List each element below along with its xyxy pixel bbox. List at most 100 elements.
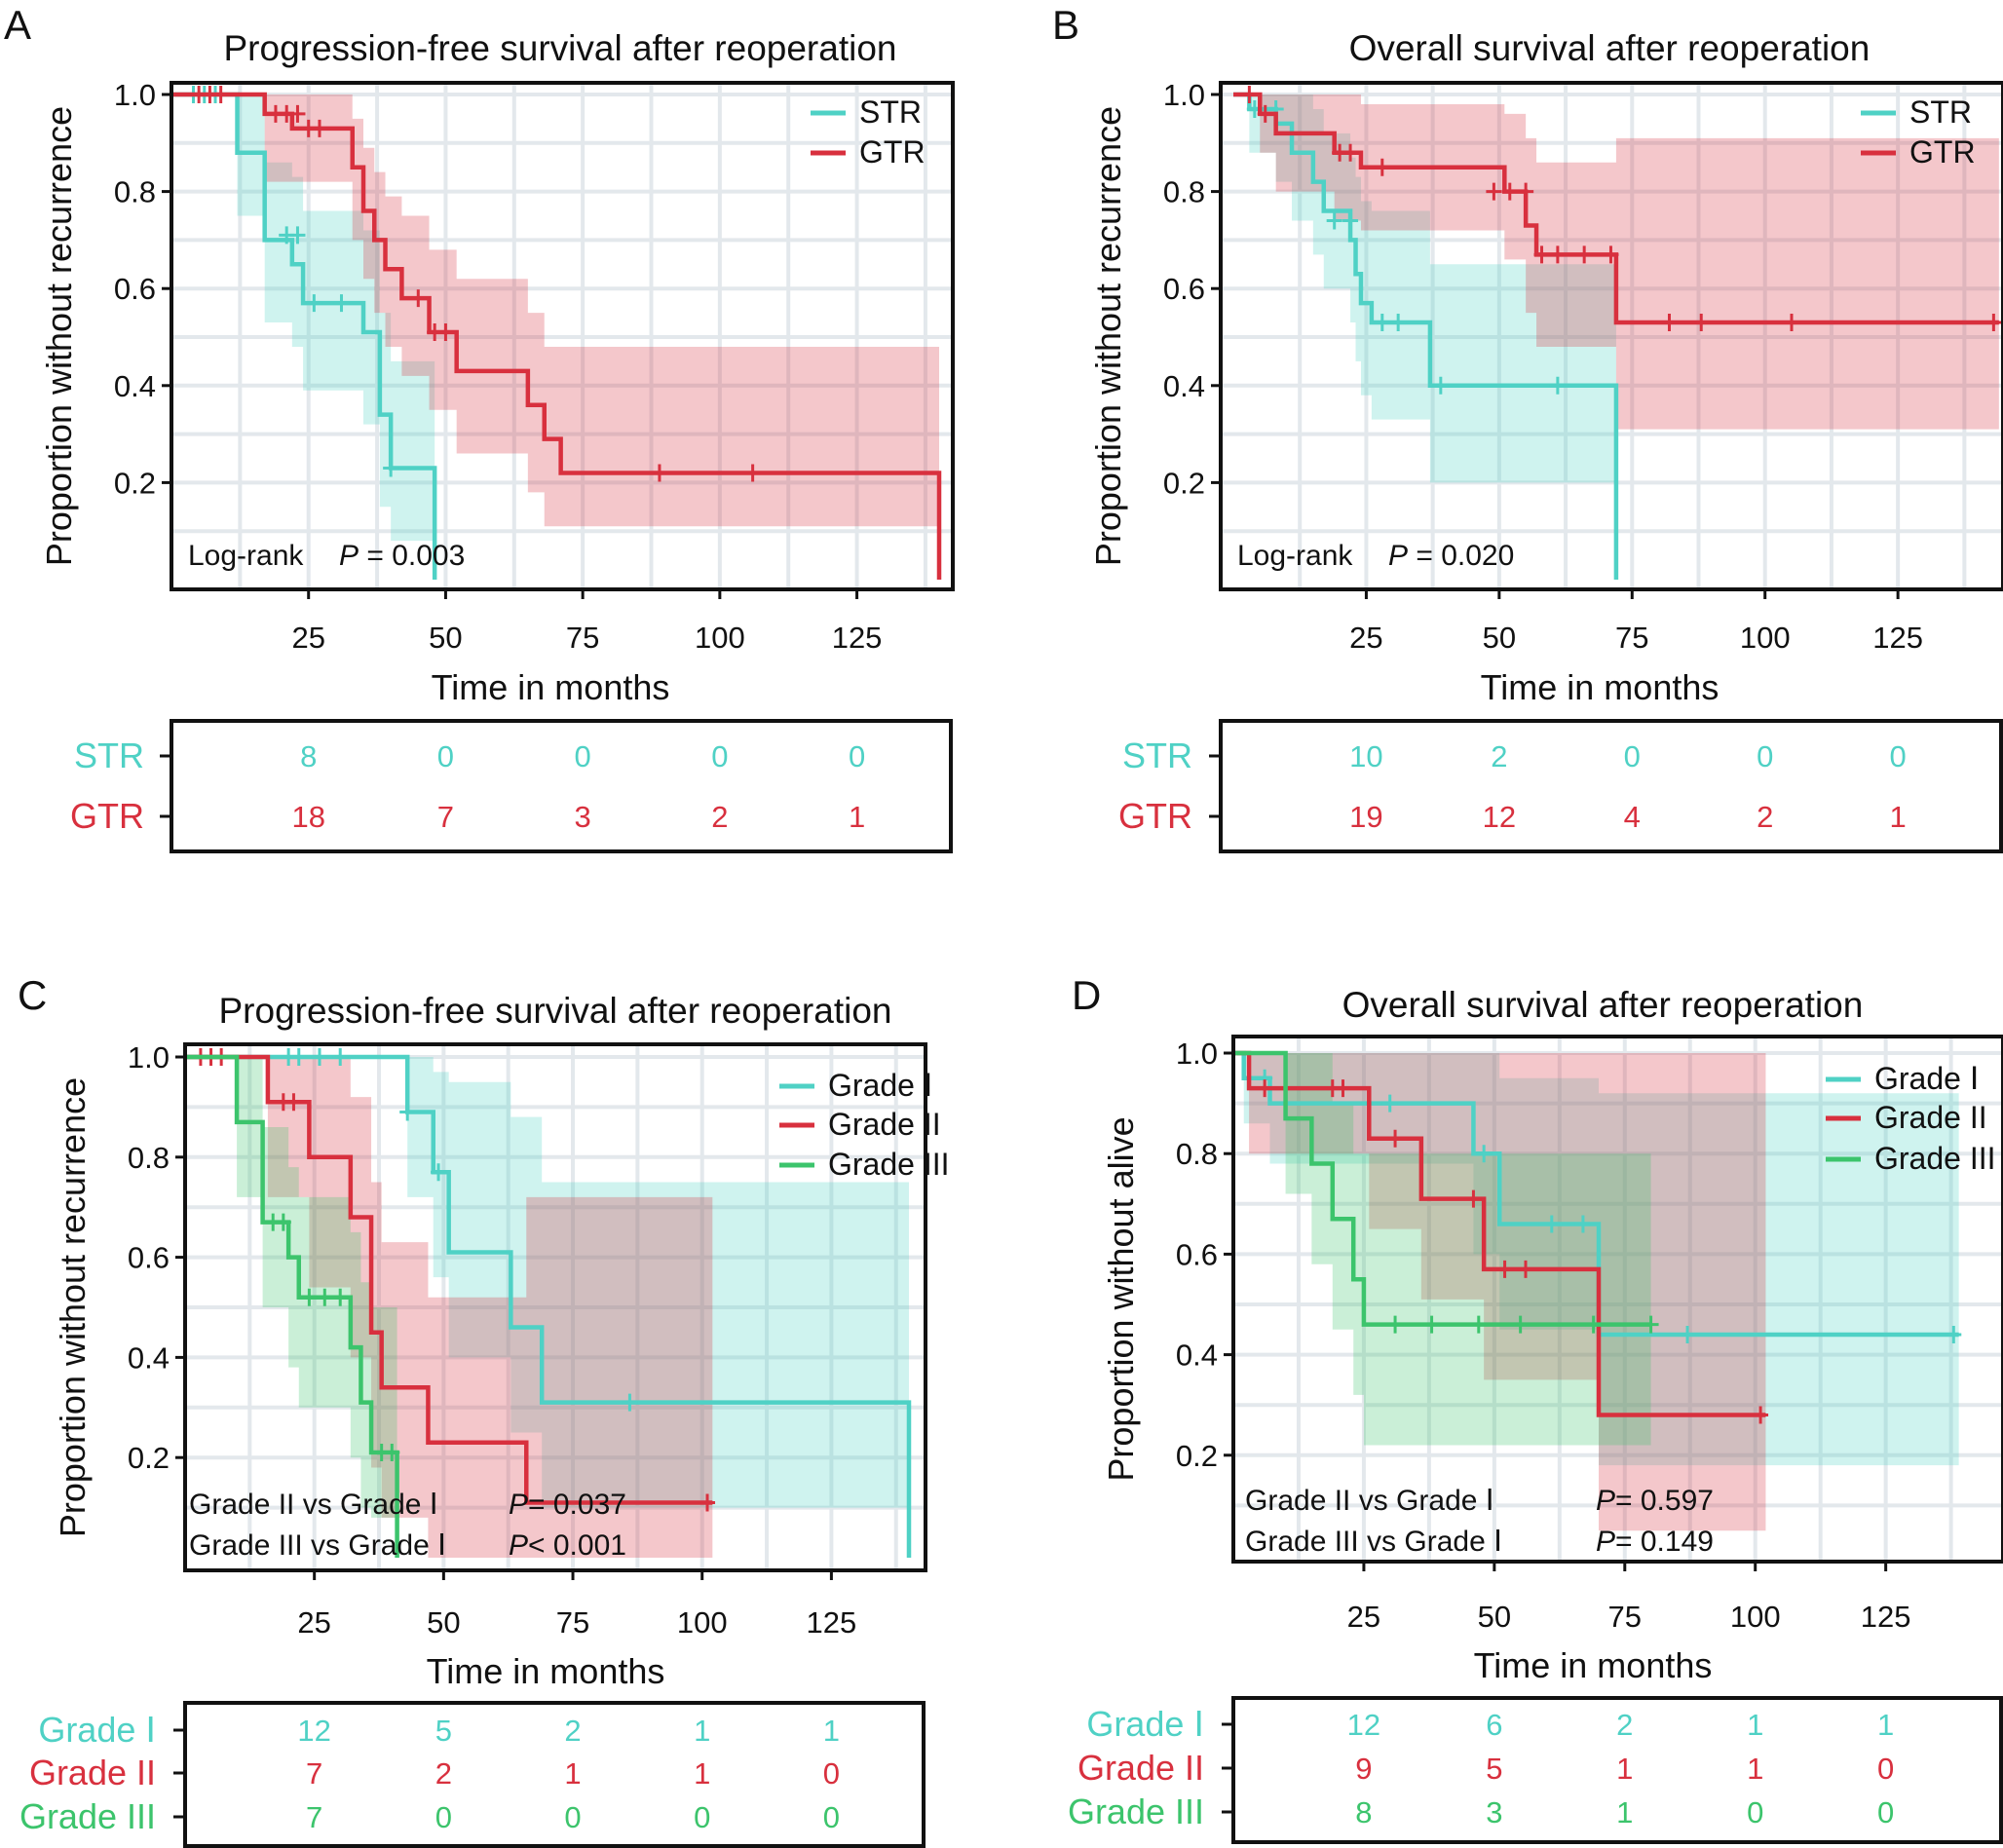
censor-mark <box>1512 1315 1529 1334</box>
legend-label: Grade II <box>828 1107 941 1142</box>
censor-mark <box>285 1093 302 1112</box>
risk-count: 0 <box>694 1800 710 1834</box>
censor-mark <box>410 289 427 308</box>
ci-band-grade-ⅰ <box>187 1057 909 1508</box>
panel-letter: B <box>1052 2 1079 48</box>
risk-count: 9 <box>1355 1752 1372 1786</box>
censor-mark <box>1374 158 1390 176</box>
y-tick-label: 0.6 <box>1163 272 1205 306</box>
x-tick-label: 75 <box>556 1605 589 1640</box>
risk-count: 1 <box>564 1756 581 1791</box>
risk-row-label: GTR <box>70 796 144 836</box>
y-tick-label: 0.6 <box>1176 1237 1218 1271</box>
annotation-label: Grade II vs Grade Ⅰ <box>1245 1485 1494 1517</box>
censor-mark <box>651 464 667 482</box>
x-axis-label: Time in months <box>427 1651 665 1691</box>
censor-mark <box>1576 245 1593 264</box>
p-symbol: P <box>1596 1485 1615 1517</box>
risk-count: 12 <box>1483 800 1516 834</box>
censor-mark <box>1432 376 1449 395</box>
ci-band-grade-iii <box>1235 1053 1651 1446</box>
censor-mark <box>306 294 322 313</box>
censor-mark <box>1335 1079 1351 1098</box>
censor-mark <box>1241 86 1258 103</box>
risk-count: 12 <box>1347 1708 1380 1742</box>
censor-mark <box>1381 1094 1398 1113</box>
censor-mark <box>1549 376 1566 395</box>
x-tick-label: 125 <box>1872 621 1923 655</box>
legend-label: STR <box>1909 94 1972 130</box>
chart-title: Progression-free survival after reoperat… <box>219 991 892 1031</box>
risk-count: 5 <box>1486 1752 1502 1786</box>
y-tick-label: 0.8 <box>128 1141 170 1175</box>
km-curve-gtr <box>1233 92 1999 325</box>
risk-count: 10 <box>1349 739 1382 773</box>
annotation-pvalue: P= 0.037 <box>509 1489 626 1521</box>
censor-mark <box>290 1048 307 1066</box>
censor-mark <box>1543 1215 1560 1233</box>
risk-row-label: Grade Ⅰ <box>1086 1704 1204 1744</box>
risk-count: 1 <box>694 1756 710 1791</box>
risk-count: 0 <box>1890 739 1907 773</box>
censor-mark <box>1390 314 1407 332</box>
risk-count: 0 <box>849 739 865 773</box>
risk-count: 1 <box>1890 800 1907 834</box>
censor-mark <box>622 1393 638 1412</box>
annotation-label: Log-rank <box>188 540 304 572</box>
annotation-label: Grade III vs Grade Ⅰ <box>1245 1526 1502 1558</box>
censor-mark <box>1549 245 1566 264</box>
p-symbol: P <box>1596 1526 1615 1558</box>
x-tick-label: 75 <box>1615 621 1648 655</box>
x-tick-label: 125 <box>832 621 883 655</box>
censor-mark <box>1661 314 1678 332</box>
risk-count: 7 <box>437 800 454 834</box>
x-tick-label: 75 <box>566 621 599 655</box>
x-tick-label: 125 <box>1861 1600 1911 1634</box>
chart-title: Overall survival after reoperation <box>1349 28 1871 68</box>
risk-count: 1 <box>694 1714 710 1748</box>
plot-frame <box>1231 1035 2003 1564</box>
risk-table-frame <box>1231 1696 2003 1844</box>
annotation-label: Grade II vs Grade Ⅰ <box>189 1489 438 1521</box>
annotation-pvalue: P = 0.020 <box>1388 540 1514 572</box>
censor-mark <box>1518 1260 1533 1278</box>
censor-mark <box>1946 1325 1962 1343</box>
risk-table-frame <box>170 719 953 853</box>
censor-mark <box>699 1493 716 1512</box>
risk-row-label: STR <box>74 735 144 775</box>
censor-mark <box>383 459 399 477</box>
risk-count: 2 <box>1491 739 1507 773</box>
chart-title: Overall survival after reoperation <box>1342 985 1864 1025</box>
censor-mark <box>1784 314 1799 332</box>
censor-mark <box>289 104 306 123</box>
annotation-pvalue: P= 0.597 <box>1596 1485 1714 1517</box>
censor-mark <box>311 1048 327 1066</box>
chart-title: Progression-free survival after reoperat… <box>224 28 897 68</box>
risk-table: STR 10 2 0 0 0 GTR 19 12 4 2 1 <box>1118 719 2003 853</box>
censor-mark <box>1501 182 1518 201</box>
x-tick-label: 100 <box>695 621 745 655</box>
risk-count: 3 <box>1486 1795 1502 1829</box>
risk-count: 0 <box>435 1800 452 1834</box>
censor-mark <box>1465 1189 1482 1208</box>
y-tick-label: 0.2 <box>1176 1439 1218 1473</box>
risk-count: 2 <box>1616 1708 1633 1742</box>
panel-a: A Progression-free survival after reopera… <box>4 2 955 853</box>
censor-mark <box>1693 314 1710 332</box>
risk-count: 0 <box>1757 739 1773 773</box>
y-tick-label: 0.8 <box>1163 175 1205 209</box>
risk-count: 0 <box>1624 739 1641 773</box>
censor-mark <box>1257 104 1273 123</box>
ci-band-str <box>173 94 435 542</box>
censor-mark <box>431 1163 447 1182</box>
censor-mark <box>1423 1315 1440 1334</box>
censor-mark <box>1387 1315 1404 1334</box>
panel-letter: D <box>1072 972 1101 1018</box>
y-tick-label: 0.4 <box>1176 1339 1218 1373</box>
censor-mark <box>1518 182 1534 201</box>
p-symbol: P <box>339 540 359 572</box>
x-tick-label: 50 <box>1483 621 1516 655</box>
risk-count: 0 <box>823 1800 840 1834</box>
panel-letter: C <box>18 972 47 1018</box>
x-tick-label: 25 <box>291 621 324 655</box>
